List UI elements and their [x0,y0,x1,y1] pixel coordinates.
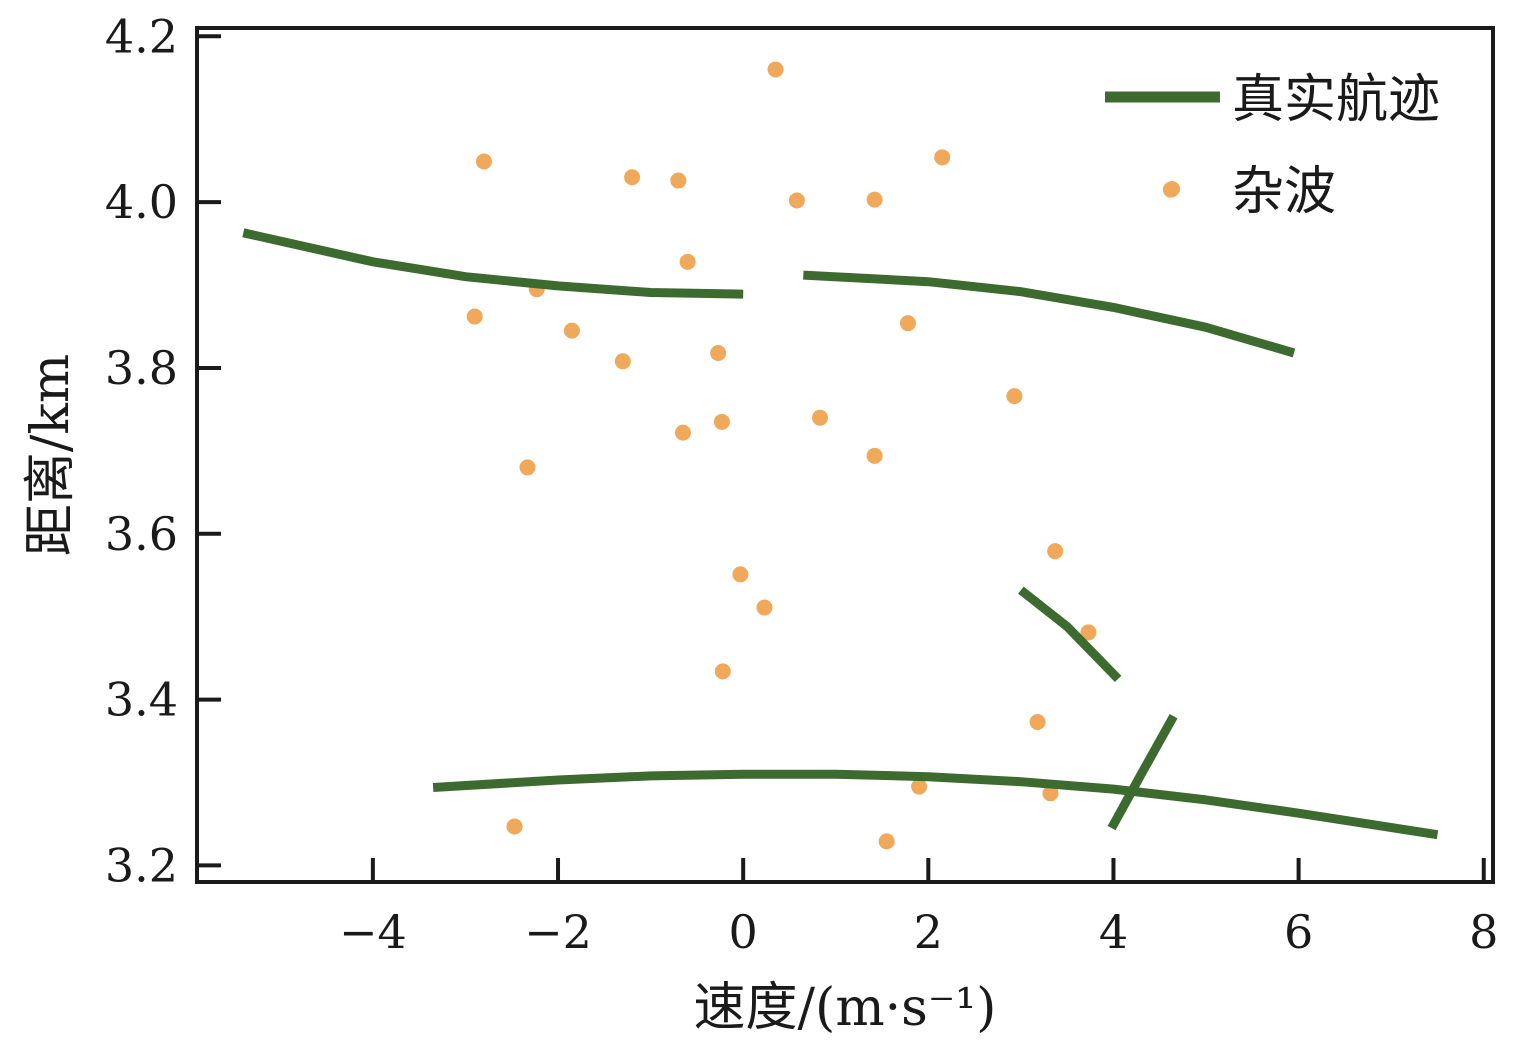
clutter-point [713,413,730,430]
clutter-point [866,447,883,464]
y-tick-label: 3.8 [105,341,178,395]
clutter-point [679,253,696,270]
clutter-point [767,61,784,78]
clutter-point [670,172,687,189]
plot-marks [242,61,1439,850]
track-line [1018,586,1122,683]
clutter-point [506,818,523,835]
clutter-point [866,191,883,208]
clutter-point [934,149,951,166]
clutter-point [475,153,492,170]
clutter-point [519,459,536,476]
y-tick-label: 4.0 [105,175,178,229]
x-tick-label: −4 [339,905,407,959]
clutter-point [714,663,731,680]
x-tick-label: −2 [524,905,592,959]
clutter-point [788,192,805,209]
clutter-point [1047,543,1064,560]
clutter-point [1029,713,1046,730]
y-tick-label: 3.4 [105,673,178,727]
x-axis-title: 速度/(m·s⁻¹) [694,978,997,1038]
clutter-point [1006,388,1023,405]
clutter-point [675,424,691,441]
track-line [803,270,1296,358]
track-line [432,769,1439,840]
clutter-point [732,566,749,583]
x-tick-label: 2 [914,905,943,959]
legend-clutter-swatch [1164,181,1180,197]
axes: −4 −2 0 2 4 6 8 3.2 3.4 3.6 3.8 4.0 4.2 速度/(m·s⁻¹) 距离/… [21,9,1498,1038]
legend-track-label: 真实航迹 [1232,70,1440,130]
clutter-point [563,322,580,339]
clutter-point [624,169,641,186]
y-tick-label: 4.2 [105,9,178,63]
clutter-point [466,308,483,325]
clutter-point [911,778,928,795]
y-tick-label: 3.2 [105,838,178,892]
x-tick-label: 6 [1284,905,1313,959]
plot-frame [195,26,1495,884]
clutter-point [710,345,727,362]
clutter-point [756,599,773,616]
clutter-point [1080,624,1097,641]
x-tick-label: 0 [729,905,758,959]
x-tick-label: 8 [1469,905,1498,959]
clutter-point [1042,785,1059,802]
y-axis-title: 距离/km [21,354,81,556]
track-line [1107,714,1178,831]
track-line [242,228,744,299]
clutter-point [899,315,916,332]
x-tick-label: 4 [1099,905,1128,959]
y-tick-label: 3.6 [105,507,178,561]
clutter-point [878,833,895,850]
legend-clutter-label: 杂波 [1232,162,1336,222]
clutter-point [812,409,829,426]
clutter-point [614,353,631,370]
